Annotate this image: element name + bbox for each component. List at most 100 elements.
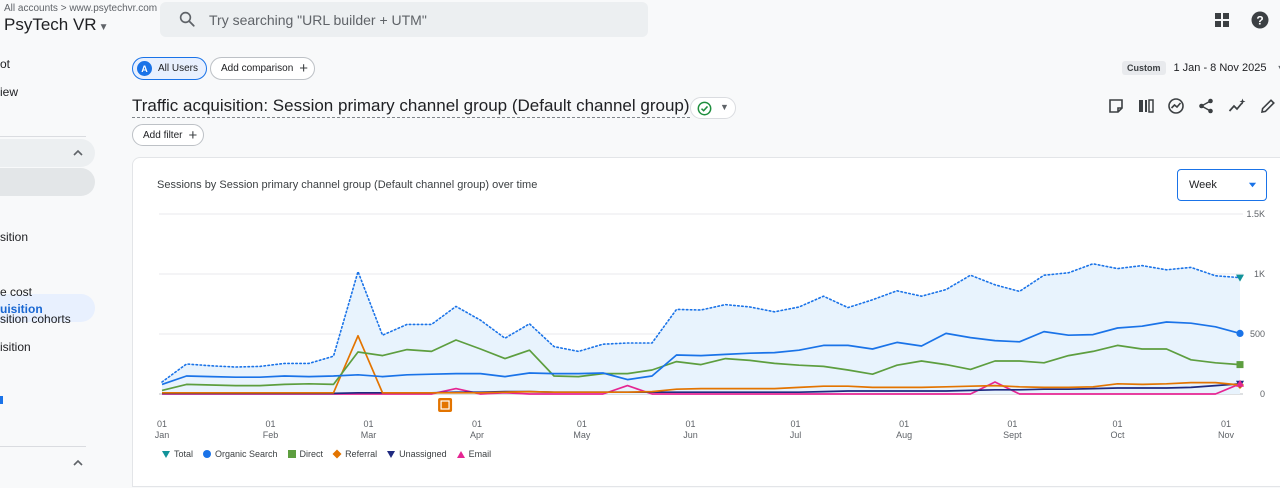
legend-swatch-icon: [387, 451, 396, 458]
legend-item-referral[interactable]: Referral: [332, 449, 377, 459]
legend-item-direct[interactable]: Direct: [287, 449, 324, 459]
total-area: [162, 263, 1240, 394]
x-tick-day: 01: [157, 419, 167, 429]
x-tick-day: 01: [577, 419, 587, 429]
all-users-chip[interactable]: A All Users: [132, 57, 208, 80]
legend-item-email[interactable]: Email: [456, 449, 492, 459]
chart-card: 1.5K 1K 500 0 01 Jan 01 Feb 01 Mar 01 Apr 01 May 01 Jun…: [132, 157, 1280, 487]
legend-swatch-icon: [287, 450, 296, 458]
report-main: A All Users Add comparison + Custom 1 Ja…: [110, 44, 1280, 487]
legend-swatch-icon: [332, 449, 342, 459]
check-circle-icon: [697, 101, 712, 116]
sidebar-divider: [0, 136, 86, 137]
legend-label: Direct: [299, 449, 324, 459]
chevron-up-icon[interactable]: [72, 457, 84, 469]
insights-icon[interactable]: [1167, 97, 1185, 115]
breadcrumb-root[interactable]: All accounts: [4, 3, 58, 14]
x-tick-day: 01: [791, 419, 801, 429]
caret-down-icon: [1248, 182, 1257, 188]
plus-icon: +: [188, 126, 198, 144]
series-line-direct: [161, 339, 1241, 392]
data-quality-chip[interactable]: ▼: [690, 97, 736, 119]
x-tick-month: Nov: [1218, 430, 1235, 440]
date-range-picker[interactable]: Custom 1 Jan - 8 Nov 2025 ▼: [1122, 61, 1280, 75]
chevron-up-icon: [73, 149, 83, 156]
x-tick-month: Jun: [683, 430, 698, 440]
y-tick-label: 0: [1260, 389, 1265, 399]
sidebar-item-label: uisition: [0, 302, 43, 316]
caret-down-icon: ▼: [1276, 63, 1280, 73]
annotation-icon[interactable]: [1107, 97, 1125, 115]
help-icon[interactable]: ?: [1251, 11, 1269, 29]
sidebar-item-selected-overview[interactable]: [0, 168, 95, 196]
share-icon[interactable]: [1197, 97, 1215, 115]
search-bar[interactable]: Try searching "URL builder + UTM": [160, 2, 648, 37]
sidebar-group-header[interactable]: [0, 139, 95, 167]
date-mode-chip: Custom: [1122, 61, 1166, 75]
trend-sparkle-icon[interactable]: [1228, 97, 1246, 115]
sidebar-item-snapshot[interactable]: ot: [0, 57, 11, 71]
top-bar: All accounts > www.psytechvr.com PsyTech…: [0, 0, 1280, 44]
chart-title: Sessions by Session primary channel grou…: [157, 179, 538, 191]
date-range-value: 1 Jan - 8 Nov 2025: [1173, 62, 1267, 74]
x-tick-month: Apr: [470, 430, 484, 440]
x-tick-month: Feb: [263, 430, 279, 440]
page-title: Traffic acquisition: Session primary cha…: [132, 96, 690, 118]
property-picker[interactable]: PsyTech VR ▼: [4, 15, 109, 35]
legend-swatch-icon: [203, 450, 212, 458]
x-tick-day: 01: [685, 419, 695, 429]
sidebar-item-user-acquisition-cost[interactable]: e cost: [0, 285, 33, 299]
chart-legend: Total Organic Search Direct Referral Unassig…: [161, 449, 500, 459]
legend-label: Organic Search: [215, 449, 278, 459]
add-filter-label: Add filter: [143, 129, 183, 141]
add-comparison-button[interactable]: Add comparison +: [210, 57, 316, 80]
sidebar-item-lead-acquisition[interactable]: isition: [0, 340, 31, 354]
x-tick-day: 01: [1112, 419, 1122, 429]
x-tick-month: Sept: [1003, 430, 1022, 440]
x-tick-day: 01: [364, 419, 374, 429]
x-tick-month: Mar: [361, 430, 377, 440]
sidebar-item-traffic-acquisition[interactable]: uisition: [0, 294, 95, 322]
series-line-total: [161, 263, 1241, 383]
legend-item-organic-search[interactable]: Organic Search: [202, 449, 278, 459]
breadcrumb-separator: >: [60, 3, 67, 14]
sidebar-item-user-acquisition[interactable]: sition: [0, 230, 29, 244]
sidebar-item-user-acquisition-cohorts[interactable]: sition cohorts: [0, 312, 71, 326]
x-tick-month: Jul: [790, 430, 802, 440]
legend-swatch-icon: [456, 451, 465, 458]
x-tick-day: 01: [1221, 419, 1231, 429]
svg-text:?: ?: [1256, 14, 1263, 28]
x-tick-day: 01: [266, 419, 276, 429]
breadcrumb[interactable]: All accounts > www.psytechvr.com: [4, 3, 157, 14]
x-tick-month: Aug: [896, 430, 912, 440]
end-marker-direct: [1236, 361, 1244, 369]
series-line-organic-search: [161, 321, 1241, 386]
legend-item-total[interactable]: Total: [161, 449, 193, 459]
line-chart[interactable]: 1.5K1K500001Jan01Feb01Mar01Apr01May01Jun…: [133, 158, 1280, 488]
legend-item-unassigned[interactable]: Unassigned: [386, 449, 447, 459]
edit-pencil-icon[interactable]: [1259, 97, 1277, 115]
caret-down-icon: ▼: [720, 102, 729, 112]
compare-columns-icon[interactable]: [1137, 97, 1155, 115]
add-filter-button[interactable]: Add filter +: [132, 124, 205, 146]
caret-down-icon: ▼: [98, 22, 109, 33]
sidebar-item-overview[interactable]: iew: [0, 85, 19, 99]
segment-badge: A: [137, 61, 152, 76]
end-marker-email: [1236, 379, 1244, 387]
apps-grid-icon[interactable]: [1214, 12, 1230, 28]
granularity-value: Week: [1189, 179, 1217, 191]
breadcrumb-site[interactable]: www.psytechvr.com: [69, 3, 158, 14]
granularity-select[interactable]: Week: [1177, 169, 1267, 201]
search-placeholder: Try searching "URL builder + UTM": [209, 12, 427, 28]
series-line-unassigned: [162, 382, 1241, 395]
x-tick-month: Oct: [1110, 430, 1125, 440]
annotation-marker: [438, 398, 453, 412]
annotation-marker-icon: [440, 400, 450, 410]
legend-label: Unassigned: [399, 449, 447, 459]
search-icon: [179, 11, 195, 27]
property-name: PsyTech VR: [4, 15, 97, 34]
y-tick-label: 1K: [1254, 269, 1265, 279]
x-tick-day: 01: [899, 419, 909, 429]
add-comparison-label: Add comparison: [221, 63, 294, 74]
legend-label: Email: [468, 449, 492, 459]
